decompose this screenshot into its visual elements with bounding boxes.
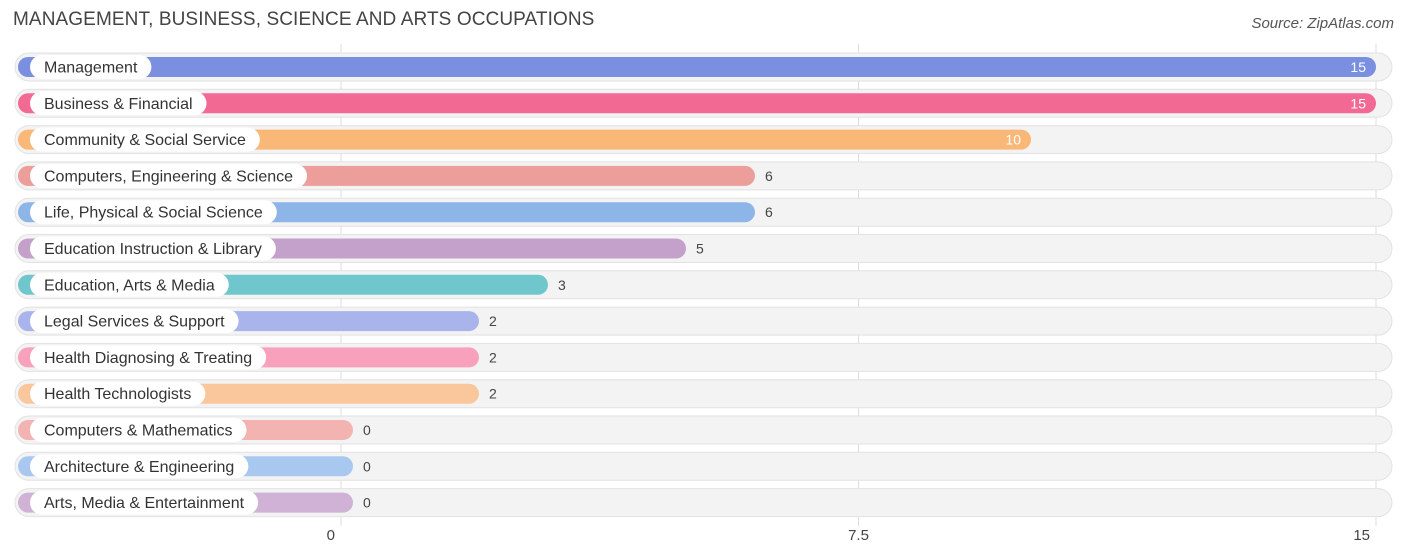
value-label: 15	[1350, 95, 1366, 111]
category-label: Legal Services & Support	[44, 314, 225, 331]
bar-1	[18, 93, 1376, 114]
value-label: 15	[1350, 59, 1366, 75]
value-label: 2	[489, 313, 497, 329]
row-background	[14, 488, 1393, 518]
category-label: Computers & Mathematics	[44, 423, 233, 440]
source-note: Source: ZipAtlas.com	[1251, 15, 1394, 32]
category-label-chip	[30, 418, 247, 442]
row-background	[14, 451, 1393, 481]
value-label: 5	[696, 241, 704, 257]
category-label-chip	[30, 163, 308, 188]
value-label: 2	[489, 386, 497, 402]
value-label: 2	[489, 349, 497, 365]
x-tick-label: 7.5	[848, 527, 869, 544]
value-label: 10	[1005, 132, 1021, 148]
category-label: Health Technologists	[44, 386, 191, 403]
category-label: Education, Arts & Media	[44, 277, 215, 294]
bar-2	[18, 129, 1031, 150]
category-label: Arts, Media & Entertainment	[44, 495, 245, 512]
x-tick-label: 0	[327, 527, 335, 544]
bar-0	[18, 57, 1376, 77]
category-label-chip	[30, 272, 229, 297]
category-label: Education Instruction & Library	[44, 241, 262, 258]
category-label: Management	[44, 60, 138, 77]
category-label: Architecture & Engineering	[44, 459, 234, 476]
category-label-chip	[30, 345, 267, 370]
category-label: Community & Social Service	[44, 132, 246, 149]
category-label-chip	[30, 309, 239, 334]
category-label-chip	[30, 236, 276, 261]
value-label: 6	[765, 168, 773, 184]
category-label-chip	[30, 490, 259, 515]
value-label: 0	[363, 458, 371, 474]
value-label: 6	[765, 204, 773, 220]
value-label: 0	[363, 495, 371, 511]
category-label: Business & Financial	[44, 96, 193, 113]
category-label-chip	[30, 200, 277, 225]
category-label: Life, Physical & Social Science	[44, 205, 263, 222]
value-label: 0	[363, 422, 371, 438]
value-label: 3	[558, 277, 566, 293]
category-label-chip	[30, 55, 152, 79]
x-tick-label: 15	[1353, 527, 1370, 544]
category-label: Computers, Engineering & Science	[44, 168, 293, 185]
category-label-chip	[30, 381, 206, 406]
chart-title: MANAGEMENT, BUSINESS, SCIENCE AND ARTS O…	[13, 9, 595, 30]
row-background	[14, 415, 1393, 445]
category-label-chip	[30, 454, 249, 479]
category-label-chip	[30, 91, 207, 116]
category-label: Health Diagnosing & Treating	[44, 350, 252, 367]
category-label-chip	[30, 127, 260, 152]
